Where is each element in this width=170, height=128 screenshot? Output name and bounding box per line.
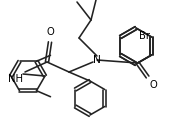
Text: O: O <box>150 80 157 90</box>
Text: NH: NH <box>8 74 23 84</box>
Text: Br: Br <box>139 31 150 41</box>
Text: N: N <box>93 55 101 65</box>
Text: O: O <box>46 27 54 37</box>
